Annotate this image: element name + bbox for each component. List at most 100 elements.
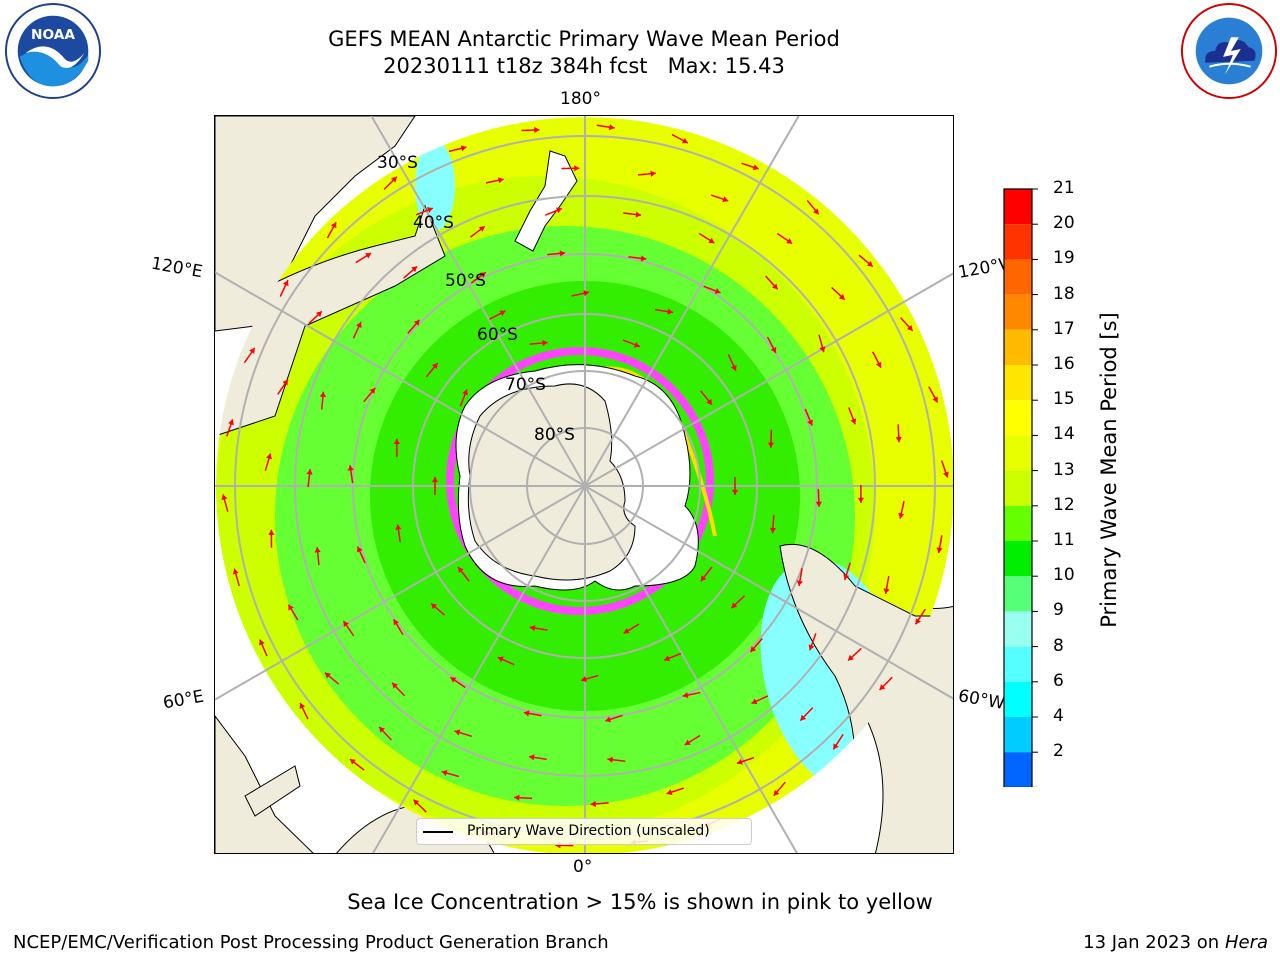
colorbar-tick-label: 6	[1053, 670, 1064, 691]
madagascar-land	[244, 765, 301, 817]
sea-ice-caption: Sea Ice Concentration > 15% is shown in …	[347, 890, 933, 914]
wave-arrow	[306, 469, 313, 488]
wave-arrow	[441, 770, 460, 778]
colorbar-cell	[1004, 576, 1032, 612]
latitude-label: 70°S	[505, 375, 546, 395]
wave-arrow	[773, 781, 786, 797]
wave-arrow	[448, 145, 467, 153]
wave-arrow	[415, 207, 434, 216]
wave-arrow	[454, 729, 472, 738]
wave-arrow	[700, 566, 713, 582]
colorbar-label: Primary Wave Mean Period [s]	[1097, 312, 1121, 628]
colorbar-tick-label: 18	[1053, 283, 1075, 304]
latitude-label: 60°S	[477, 325, 518, 345]
wave-arrow	[858, 254, 874, 268]
wave-arrow	[561, 165, 580, 172]
wave-arrow	[547, 250, 566, 257]
wave-arrow	[663, 652, 682, 662]
map-canvas: 30°S 40°S 50°S 60°S 70°S 80°S	[215, 116, 953, 853]
colorbar-tick-label: 9	[1053, 600, 1064, 621]
colorbar-cell	[1004, 470, 1032, 506]
wave-arrow	[623, 623, 640, 634]
map-legend: Primary Wave Direction (unscaled)	[416, 818, 752, 845]
wave-direction-arrows	[221, 124, 949, 849]
wave-arrow	[872, 351, 882, 369]
wave-arrow	[879, 676, 893, 691]
wave-arrow	[776, 232, 793, 245]
wave-arrow	[765, 275, 779, 290]
longitude-label-60e: 60°E	[161, 686, 206, 714]
wave-arrow	[736, 756, 755, 765]
wave-arrow	[485, 177, 504, 184]
longitude-label-180: 180°	[560, 89, 601, 109]
wave-arrow	[671, 133, 689, 144]
colorbar-cell	[1004, 400, 1032, 436]
wave-arrow	[391, 682, 406, 697]
wave-arrow	[682, 691, 701, 699]
colorbar-cell	[1004, 294, 1032, 330]
wave-arrow	[259, 639, 268, 657]
map-subtitle: 20230111 t18z 384h fcst Max: 15.43	[383, 54, 785, 78]
wave-arrow	[883, 576, 890, 595]
wave-arrow	[431, 476, 439, 496]
wave-arrow	[832, 733, 844, 750]
wave-arrow	[700, 390, 713, 406]
colorbar-cell	[1004, 259, 1032, 295]
colorbar-tick-label: 8	[1053, 635, 1064, 656]
polar-map: 30°S 40°S 50°S 60°S 70°S 80°S	[214, 115, 954, 854]
wave-arrow	[459, 389, 468, 407]
wave-arrow	[848, 407, 857, 425]
wave-arrow	[806, 199, 820, 215]
wave-arrow	[622, 339, 641, 348]
colorbar-tick-label: 21	[1053, 178, 1075, 198]
colorbar-cell	[1004, 717, 1032, 753]
wave-arrow	[730, 595, 746, 609]
svg-text:NOAA: NOAA	[31, 27, 75, 43]
wave-arrow	[363, 387, 376, 403]
footer-organization: NCEP/EMC/Verification Post Processing Pr…	[13, 932, 609, 953]
wave-arrow	[698, 232, 715, 244]
wave-arrow	[355, 252, 372, 264]
wave-arrow	[847, 647, 862, 662]
latitude-label: 40°S	[413, 213, 454, 233]
footer-date-text: 13 Jan 2023 on	[1083, 932, 1225, 953]
colorbar-cell	[1004, 611, 1032, 647]
wave-arrow	[596, 124, 615, 131]
wave-arrow	[393, 438, 400, 457]
colorbar-tick-label: 13	[1053, 459, 1075, 480]
wave-arrow	[605, 714, 623, 723]
legend-line-icon	[423, 831, 453, 833]
wave-arrow	[898, 500, 905, 519]
wave-arrow	[277, 379, 289, 395]
wave-arrow	[342, 620, 355, 637]
wave-arrow	[637, 170, 656, 177]
colorbar-cell	[1004, 435, 1032, 471]
wave-arrow	[489, 310, 506, 320]
legend-label: Primary Wave Direction (unscaled)	[467, 823, 710, 839]
wave-arrow	[347, 465, 354, 484]
wave-arrow	[450, 676, 466, 689]
wave-arrow	[226, 419, 234, 437]
wave-arrow	[264, 453, 272, 472]
wave-arrow	[710, 194, 729, 203]
wave-arrow	[940, 460, 949, 478]
wave-arrow	[544, 207, 563, 216]
colorbar-cell	[1004, 189, 1032, 225]
wave-arrow	[767, 429, 775, 448]
wave-arrow	[528, 754, 547, 761]
wave-arrow	[529, 624, 548, 632]
wave-arrow	[796, 568, 803, 587]
wave-arrow	[529, 339, 548, 347]
latitude-label: 30°S	[377, 153, 418, 173]
wave-arrow	[895, 424, 902, 443]
wave-arrow	[326, 221, 337, 239]
wave-arrow	[395, 524, 402, 543]
colorbar-tick-label: 4	[1053, 706, 1064, 726]
wave-arrow	[703, 285, 721, 294]
colorbar-tick-label: 15	[1053, 389, 1075, 410]
national-weather-service-logo	[1180, 2, 1278, 100]
wave-arrow	[308, 310, 323, 325]
australia-land	[215, 116, 416, 332]
wave-arrow	[769, 515, 776, 534]
wave-arrow	[628, 255, 647, 262]
